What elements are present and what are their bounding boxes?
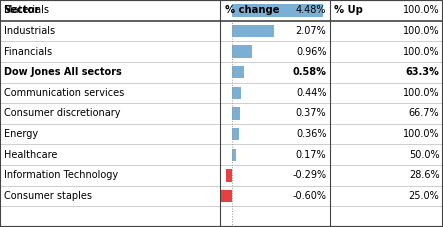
Text: 28.6%: 28.6% xyxy=(409,170,439,180)
Text: -0.60%: -0.60% xyxy=(292,191,326,201)
Text: 25.0%: 25.0% xyxy=(409,191,439,201)
Text: 0.44%: 0.44% xyxy=(296,88,326,98)
Text: 100.0%: 100.0% xyxy=(403,47,439,57)
Text: 0.17%: 0.17% xyxy=(296,150,326,160)
Text: Dow Jones All sectors: Dow Jones All sectors xyxy=(4,67,121,77)
Bar xyxy=(232,149,236,161)
Text: Energy: Energy xyxy=(4,129,38,139)
Text: 0.58%: 0.58% xyxy=(293,67,326,77)
Bar xyxy=(232,4,323,17)
Text: Sector: Sector xyxy=(4,5,40,15)
Text: % change: % change xyxy=(225,5,279,15)
Text: 100.0%: 100.0% xyxy=(403,5,439,15)
Text: Communication services: Communication services xyxy=(4,88,124,98)
Bar xyxy=(232,45,252,58)
Text: 100.0%: 100.0% xyxy=(403,88,439,98)
Bar xyxy=(232,107,240,120)
Bar xyxy=(232,25,274,37)
Text: Healthcare: Healthcare xyxy=(4,150,57,160)
Bar xyxy=(232,66,244,78)
Text: 100.0%: 100.0% xyxy=(403,26,439,36)
Text: Financials: Financials xyxy=(4,47,52,57)
Text: 0.96%: 0.96% xyxy=(296,47,326,57)
Text: 0.36%: 0.36% xyxy=(296,129,326,139)
Text: 63.3%: 63.3% xyxy=(406,67,439,77)
Text: Industrials: Industrials xyxy=(4,26,54,36)
Text: % Up: % Up xyxy=(334,5,363,15)
Bar xyxy=(226,169,232,182)
Text: Information Technology: Information Technology xyxy=(4,170,118,180)
Text: 66.7%: 66.7% xyxy=(409,109,439,118)
Text: 4.48%: 4.48% xyxy=(296,5,326,15)
Bar xyxy=(232,87,241,99)
Text: -0.29%: -0.29% xyxy=(292,170,326,180)
Bar xyxy=(232,128,239,140)
Text: 2.07%: 2.07% xyxy=(296,26,326,36)
Bar xyxy=(220,190,232,202)
Text: 0.37%: 0.37% xyxy=(296,109,326,118)
Text: Consumer staples: Consumer staples xyxy=(4,191,92,201)
Text: 100.0%: 100.0% xyxy=(403,129,439,139)
Text: Materials: Materials xyxy=(4,5,49,15)
Text: Consumer discretionary: Consumer discretionary xyxy=(4,109,120,118)
Text: 50.0%: 50.0% xyxy=(409,150,439,160)
